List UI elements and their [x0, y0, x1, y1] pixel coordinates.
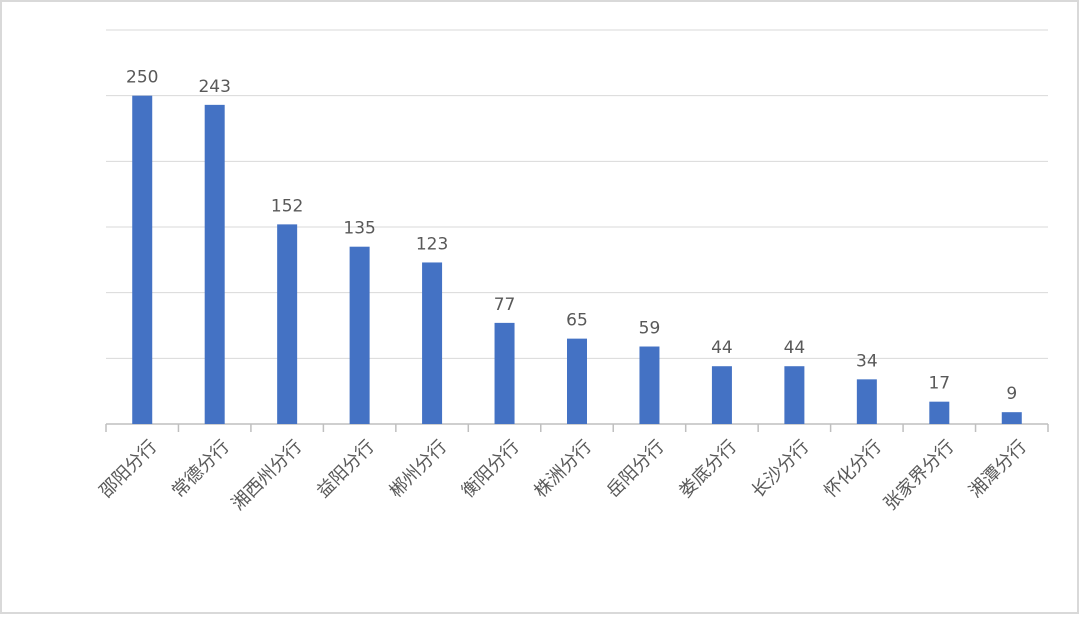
bar: [784, 366, 805, 424]
bar: [1001, 412, 1022, 424]
bar: [349, 246, 370, 424]
bar: [494, 322, 515, 424]
value-label: 135: [343, 219, 375, 239]
value-label: 17: [928, 374, 950, 394]
bar: [132, 95, 153, 425]
bar: [639, 346, 660, 424]
value-label: 9: [1006, 384, 1017, 404]
bar: [929, 401, 950, 424]
value-label: 123: [416, 234, 448, 254]
bar: [856, 379, 877, 424]
value-label: 44: [711, 338, 733, 358]
value-label: 152: [271, 196, 303, 216]
bar: [204, 104, 225, 425]
bar: [277, 224, 298, 424]
bar: [711, 366, 732, 424]
value-label: 243: [198, 77, 230, 97]
value-label: 250: [126, 68, 158, 88]
bar: [422, 262, 443, 424]
value-label: 77: [494, 295, 516, 315]
value-label: 59: [639, 319, 661, 339]
value-label: 65: [566, 311, 588, 331]
bar: [567, 338, 587, 424]
value-label: 34: [856, 351, 878, 371]
value-label: 44: [784, 338, 806, 358]
